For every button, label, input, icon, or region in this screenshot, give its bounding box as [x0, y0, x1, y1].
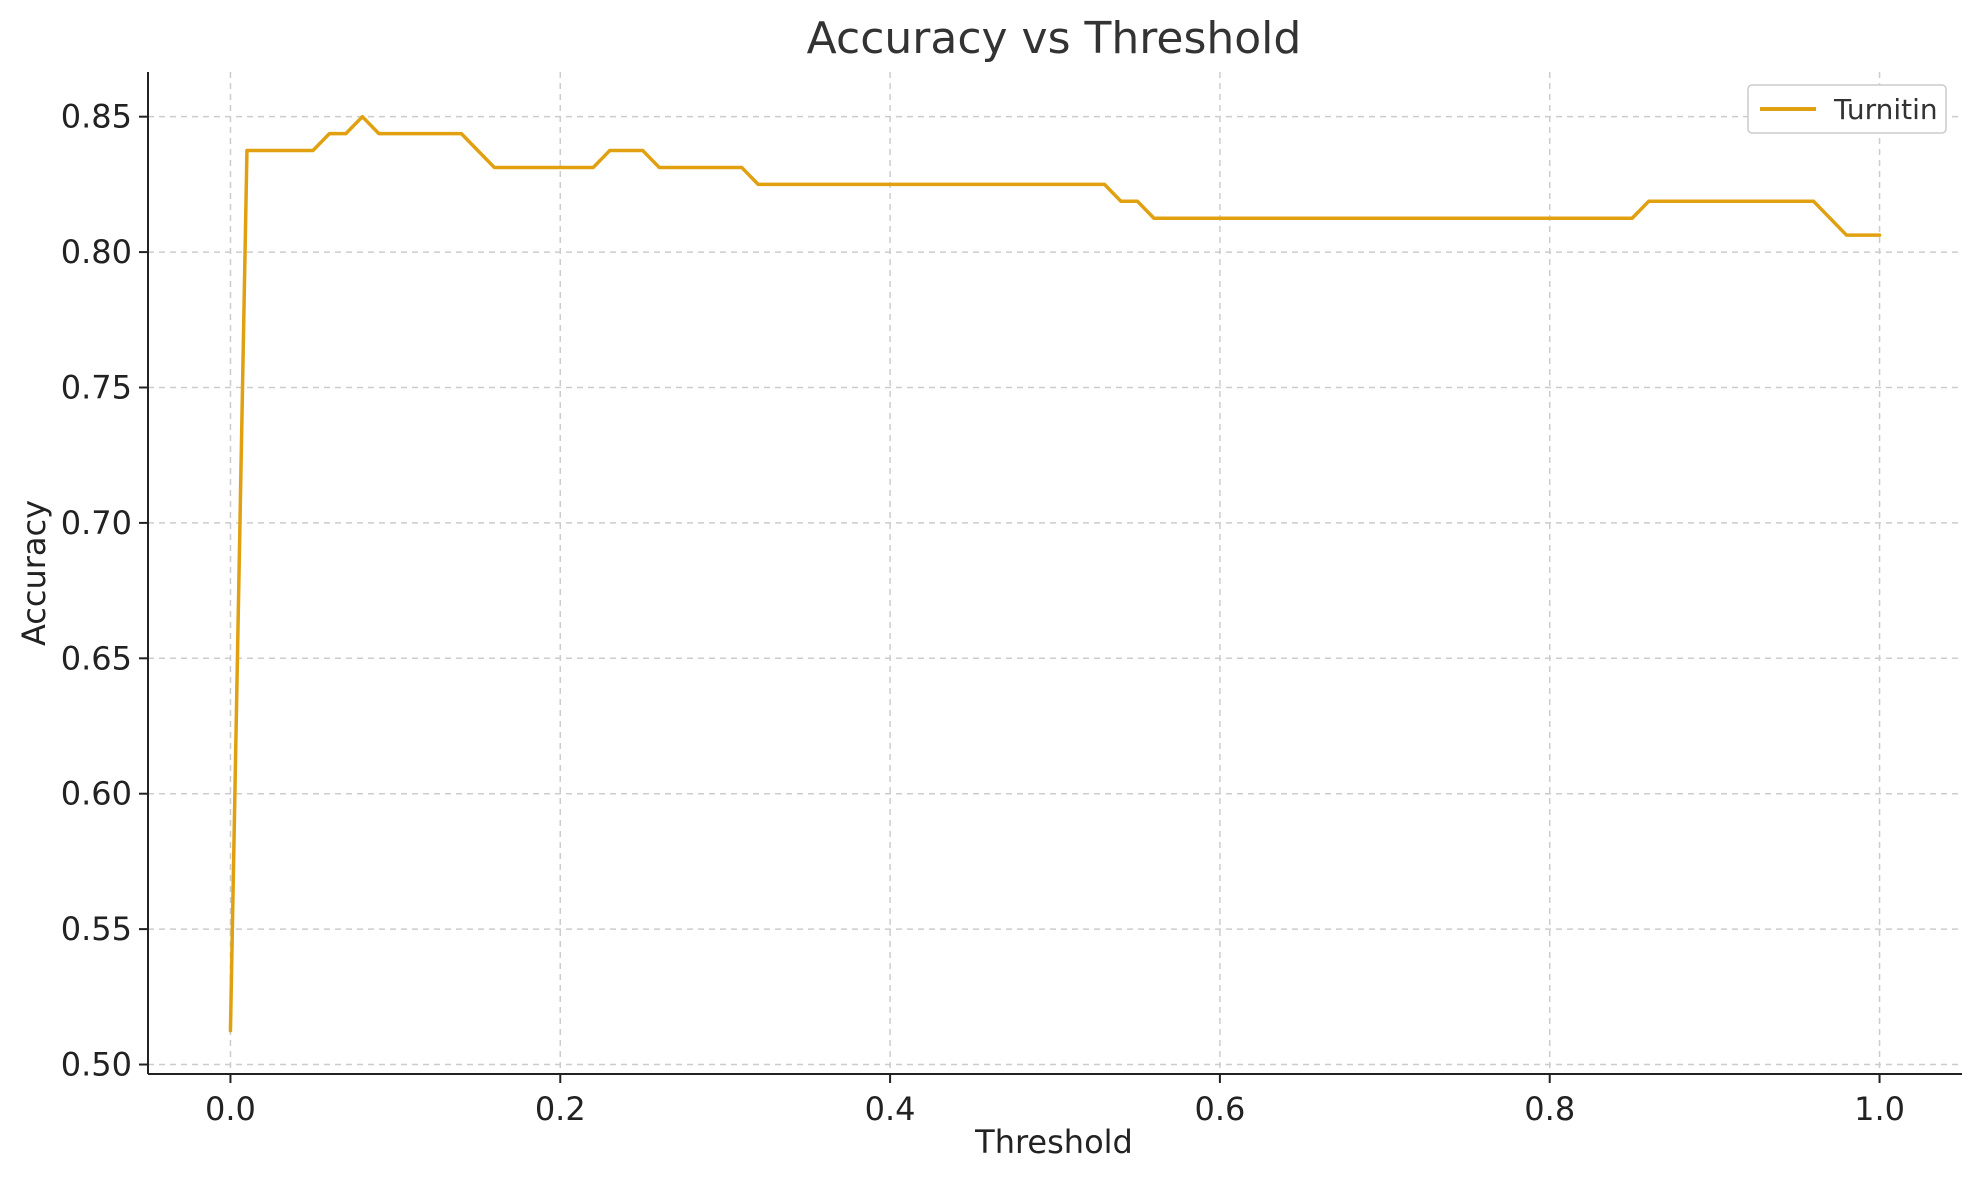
y-axis-label: Accuracy — [15, 500, 53, 646]
x-tick-label: 0.4 — [865, 1090, 916, 1128]
y-tick-label: 0.50 — [61, 1046, 132, 1084]
x-axis-label: Threshold — [974, 1123, 1133, 1161]
y-tick-label: 0.80 — [61, 233, 132, 271]
x-tick-label: 0.2 — [535, 1090, 586, 1128]
x-tick-label: 1.0 — [1854, 1090, 1905, 1128]
y-tick-label: 0.75 — [61, 368, 132, 406]
series-lines — [228, 114, 1882, 1033]
x-tick-label: 0.6 — [1194, 1090, 1245, 1128]
y-tick-label: 0.65 — [61, 639, 132, 677]
y-tick-label: 0.60 — [61, 775, 132, 813]
legend: Turnitin — [1747, 84, 1947, 134]
x-tick-label: 0.8 — [1524, 1090, 1575, 1128]
y-tick-label: 0.85 — [61, 98, 132, 136]
grid-lines — [148, 72, 1962, 1074]
legend-box — [1747, 84, 1947, 134]
chart-title: Accuracy vs Threshold — [807, 13, 1302, 64]
series-line-turnitin — [228, 114, 1882, 1033]
x-tick-label: 0.0 — [205, 1090, 256, 1128]
tick-labels: 0.0 0.2 0.4 0.6 0.8 1.0 0.50 0.55 0.60 0.65 0.70 0.… — [61, 98, 1905, 1128]
axes — [139, 72, 1962, 1083]
legend-label-turnitin: Turnitin — [1833, 93, 1938, 126]
y-tick-label: 0.70 — [61, 504, 132, 542]
y-tick-label: 0.55 — [61, 910, 132, 948]
